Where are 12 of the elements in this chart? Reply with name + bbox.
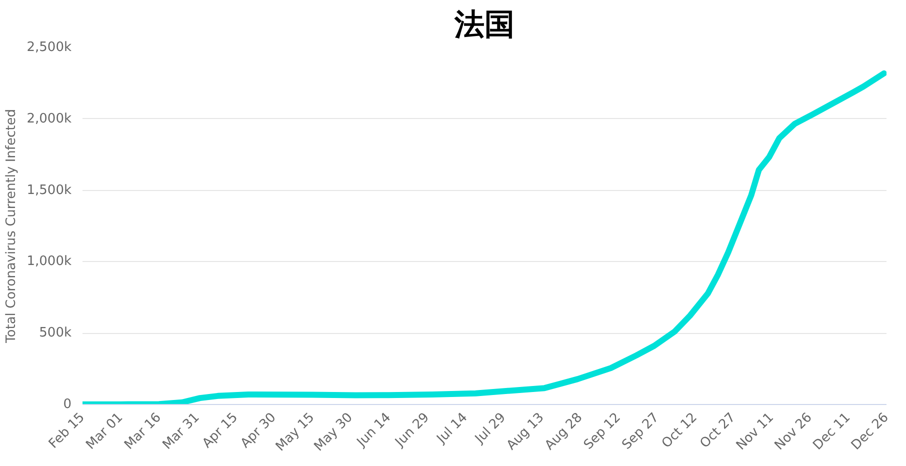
- y-tick-label: 1,500k: [26, 182, 72, 198]
- x-tick-label: Jun 14: [354, 410, 394, 450]
- y-tick-label: 0: [63, 397, 72, 412]
- y-tick-label: 2,000k: [26, 111, 72, 126]
- y-tick-label: 1,000k: [26, 254, 72, 270]
- y-tick-label: 2,500k: [26, 40, 72, 55]
- y-tick-label: 500k: [39, 326, 72, 341]
- x-tick-label: Dec 26: [848, 410, 892, 454]
- y-axis-title: Total Coronavirus Currently Infected: [4, 109, 19, 344]
- x-tick-label: Jun 29: [392, 410, 432, 450]
- x-tick-label: Jul 14: [434, 410, 471, 448]
- chart-title: 法国: [454, 8, 514, 42]
